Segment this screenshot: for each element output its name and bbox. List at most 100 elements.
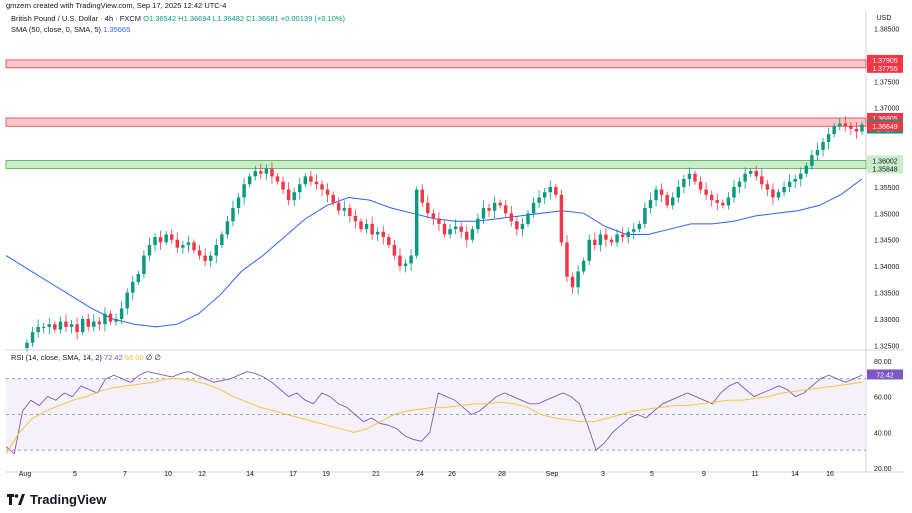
candle [147,237,152,261]
candle [754,165,758,181]
candle-body [487,208,491,211]
candle-body [810,155,814,166]
candle [504,200,508,218]
candle [782,181,786,197]
price-tag-text: 1.37755 [872,66,897,73]
price-tag-text: 1.37905 [872,58,897,65]
candle [676,179,681,203]
brand-name: TradingView [30,492,107,507]
candle [303,173,308,188]
candle-body [431,213,436,219]
candle [25,339,29,352]
price-tag-zone: 1.36649 [867,121,903,132]
candle [203,248,207,267]
candle-body [192,242,196,251]
price-tag-zone: 1.37755 [867,62,903,73]
price-tags: 1.379051.377551.368051.3668117:261.36649… [867,54,903,380]
candle [598,230,603,252]
candle [765,180,770,196]
candle [231,200,235,227]
currency-label[interactable]: USD [876,15,892,22]
candle [142,250,146,279]
candle-body [281,181,285,190]
candle [348,203,352,223]
candle [609,236,614,246]
candle-body [604,234,608,240]
candle-body [264,168,269,174]
candle-body [799,173,803,179]
candle-body [409,255,413,264]
candle-body [826,134,831,143]
candle [97,317,102,331]
candle-body [253,171,257,177]
time-tick-label: 5 [650,471,654,478]
candle [370,216,374,240]
candle [509,205,514,227]
candle-body [860,124,864,132]
candle [192,239,196,254]
candle [286,182,291,206]
candle [64,314,68,333]
candle-body [320,184,324,190]
time-tick-label: 11 [751,471,758,478]
candle-body [698,181,703,190]
time-tick-label: 28 [498,471,506,478]
price-tag-support: 1.36002 [867,155,903,166]
candle-body [771,189,775,198]
candle [220,231,224,249]
candle [815,142,820,161]
candle-body [748,171,753,174]
tradingview-brand[interactable]: TradingView [7,492,106,507]
candle-body [298,184,302,193]
candle [826,127,831,150]
candle [298,177,302,200]
candle-body [270,168,274,177]
candle [86,313,90,332]
zone-resistance-lower [5,117,867,127]
rsi-line [5,371,863,455]
candle [420,184,424,207]
price-tick-label: 1.33500 [874,291,899,298]
candle-body [459,226,463,232]
candle-body [648,200,653,209]
candle-body [353,215,358,222]
time-tick-label: 12 [198,471,206,478]
price-tag-bg [867,54,903,65]
candle [170,229,174,244]
candle-body [548,186,552,193]
candle-body [442,223,447,235]
candle [442,220,447,238]
rsi-ma-value: 68.06 [124,353,144,362]
candle [810,149,814,171]
candle-body [208,255,213,261]
candle [520,217,525,237]
candle-body [69,324,74,327]
candle-body [504,205,508,214]
candle [353,209,358,229]
candle-body [303,176,308,185]
candle [197,245,202,260]
time-tick-label: 21 [372,471,380,478]
candle [325,183,330,203]
candle [437,212,441,232]
candle [515,217,519,236]
price-tag-zone: 1.36805 [867,113,903,124]
sma-legend: SMA (50, close, 0, SMA, 5) 1.35665 [11,25,130,34]
candle [481,200,486,224]
candle [531,197,536,218]
time-tick-label: 14 [791,471,799,478]
candle-body [632,229,636,232]
candle [314,174,319,190]
candle [615,229,619,247]
candle [448,223,452,239]
candle [131,275,135,300]
candle [409,249,413,271]
candle-body [53,324,57,330]
candle-body [615,234,619,243]
candle-body [41,326,46,328]
candle-body [331,194,335,203]
candle [225,215,230,239]
candle-body [225,221,230,235]
candle-body [498,202,502,206]
